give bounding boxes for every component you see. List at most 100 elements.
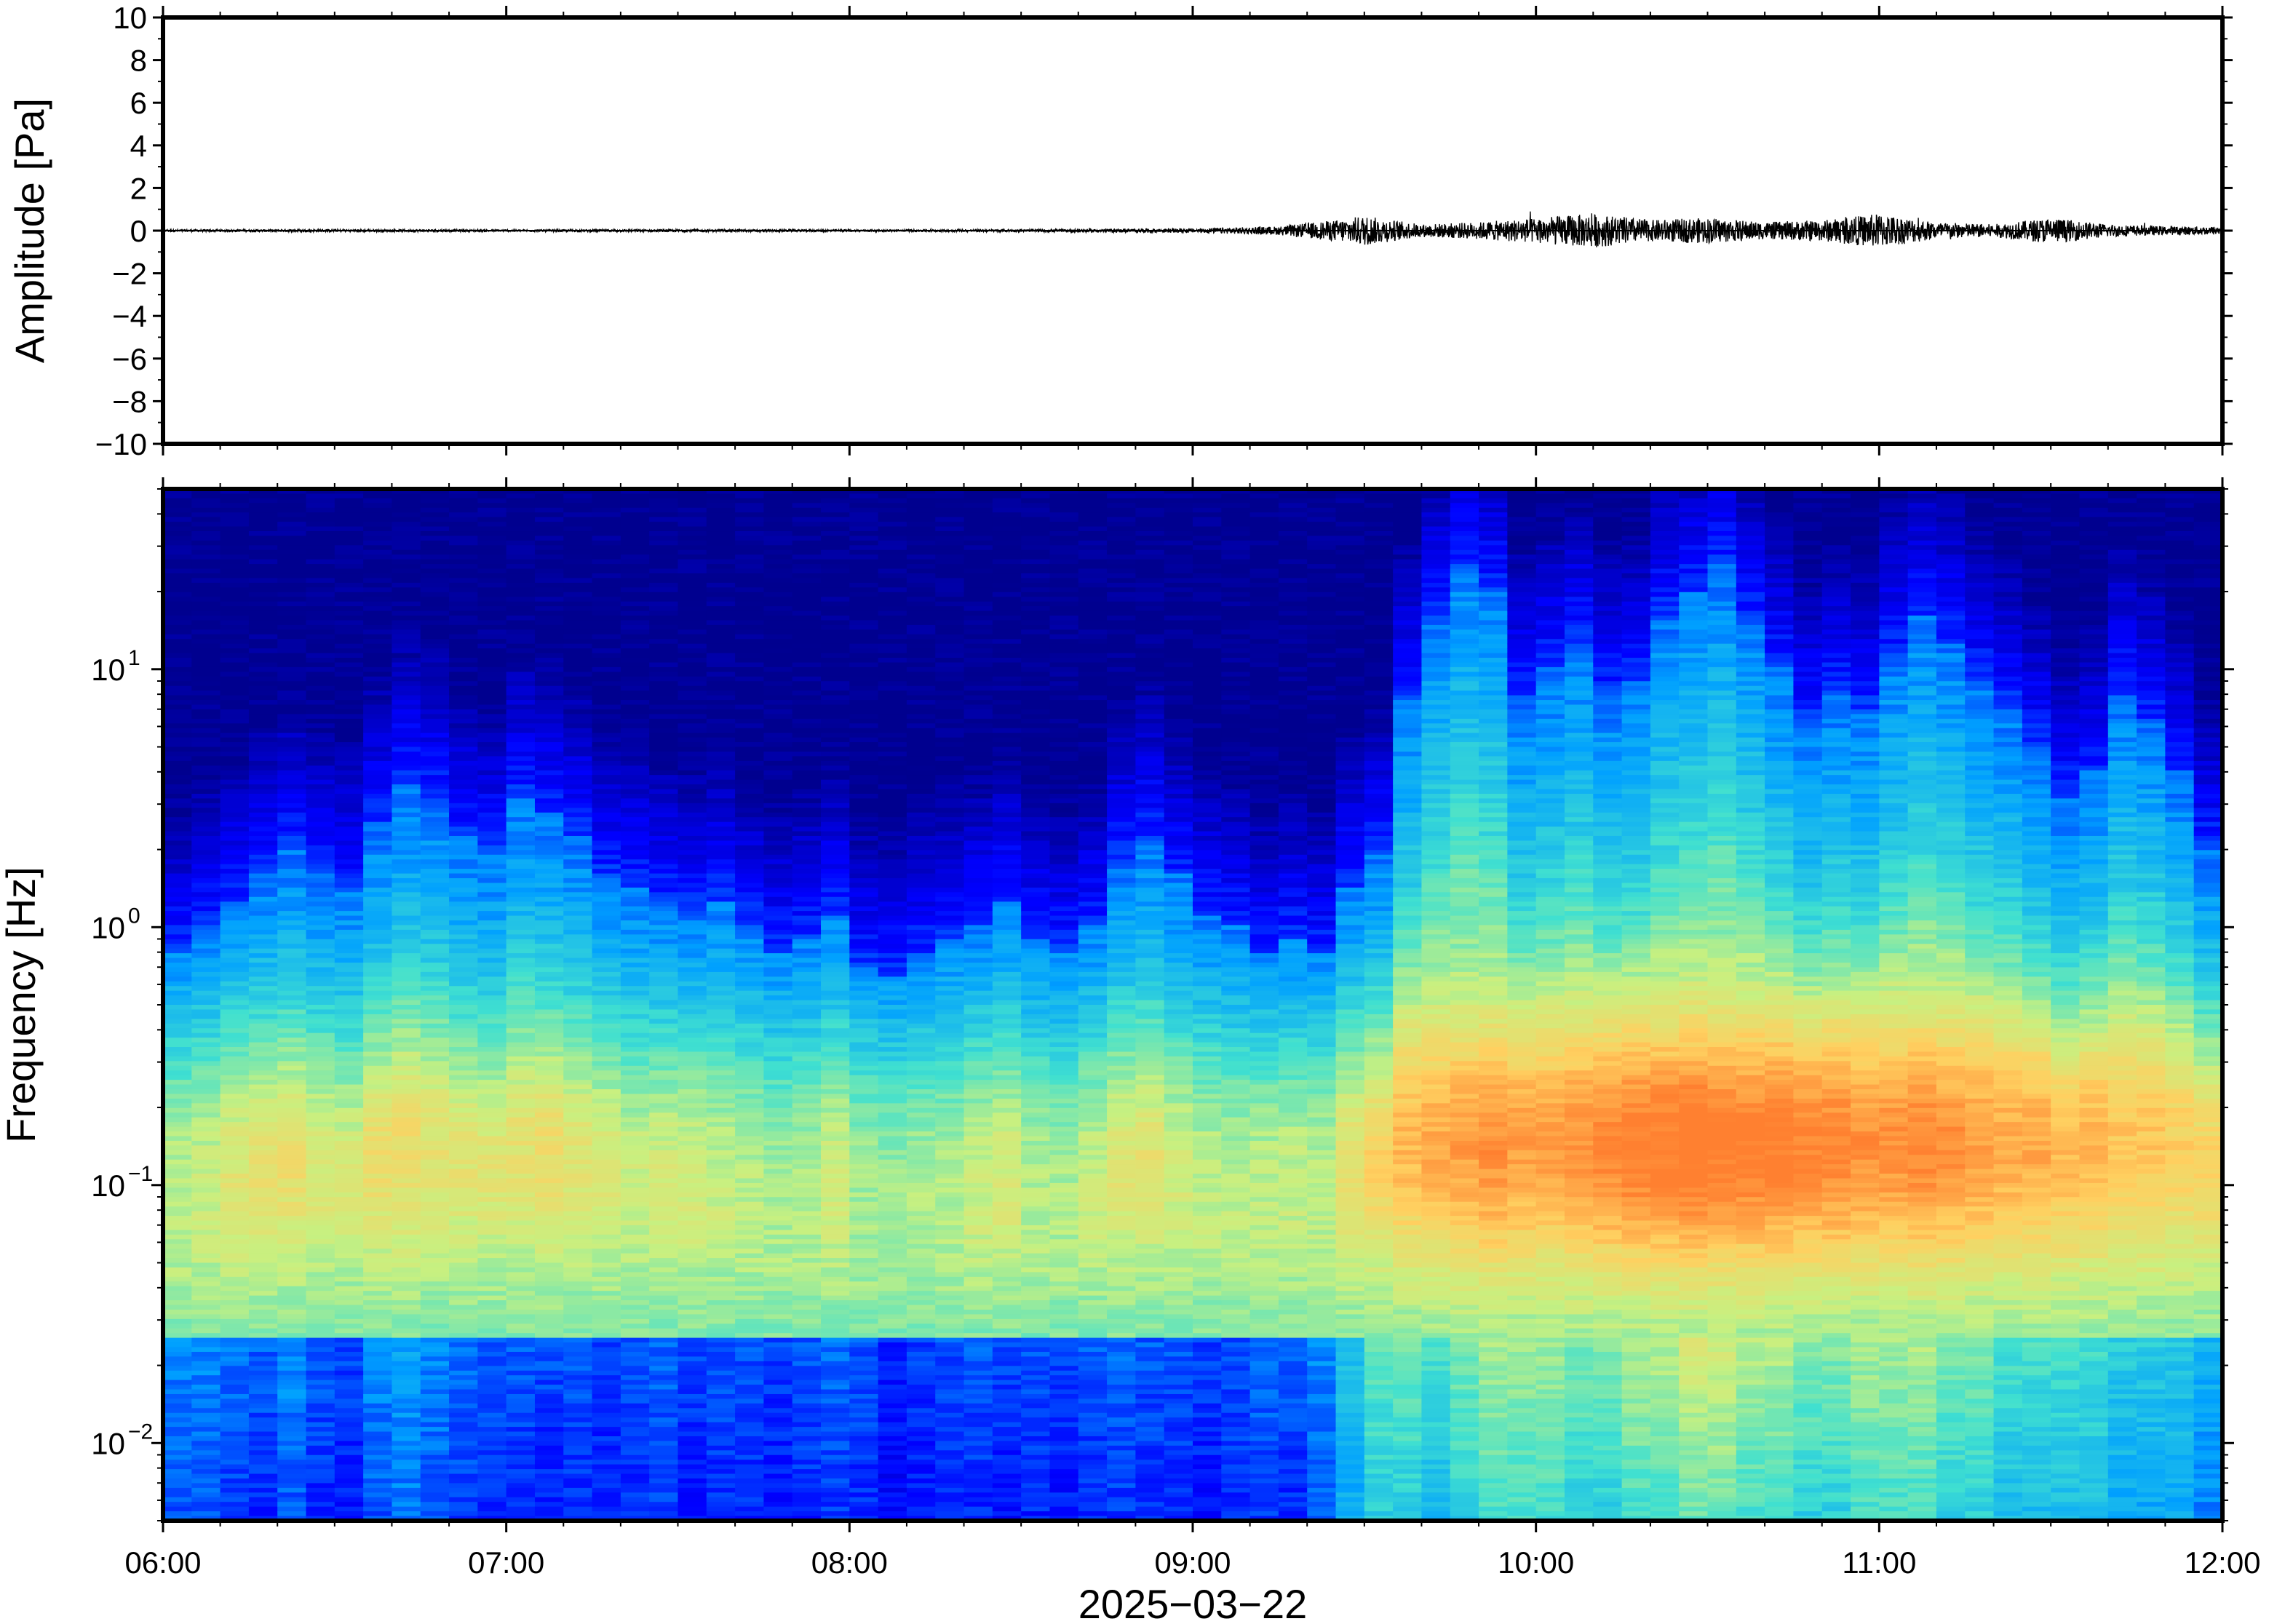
spectrogram-cell <box>506 507 536 513</box>
spectrogram-cell <box>392 1206 421 1212</box>
spectrogram-cell <box>592 1112 621 1118</box>
spectrogram-cell <box>163 990 192 996</box>
spectrogram-cell <box>392 817 421 823</box>
spectrogram-cell <box>534 597 564 602</box>
spectrogram-cell <box>277 765 307 771</box>
spectrogram-cell <box>277 906 307 912</box>
spectrogram-cell <box>334 1342 364 1348</box>
spectrogram-cell <box>363 873 393 879</box>
spectrogram-cell <box>392 1243 421 1249</box>
spectrogram-cell <box>706 1061 736 1067</box>
spectrogram-cell <box>735 1375 765 1381</box>
spectrogram-cell <box>449 995 478 1001</box>
spectrogram-cell <box>392 1140 421 1146</box>
spectrogram-cell <box>334 934 364 940</box>
spectrogram-cell <box>563 1051 593 1057</box>
spectrogram-cell <box>649 601 679 607</box>
spectrogram-cell <box>563 1454 593 1460</box>
spectrogram-cell <box>649 1286 679 1291</box>
spectrogram-cell <box>191 1140 221 1146</box>
spectrogram-cell <box>163 1324 192 1329</box>
spectrogram-cell <box>392 1084 421 1090</box>
spectrogram-cell <box>763 658 793 664</box>
spectrogram-cell <box>449 976 478 982</box>
spectrogram-cell <box>163 1403 192 1409</box>
spectrogram-cell <box>277 798 307 804</box>
spectrogram-cell <box>191 1309 221 1315</box>
spectrogram-cell <box>763 1337 793 1343</box>
spectrogram-cell <box>506 981 536 987</box>
spectrogram-cell <box>306 1450 335 1456</box>
spectrogram-cell <box>534 869 564 875</box>
spectrogram-cell <box>506 986 536 992</box>
spectrogram-cell <box>592 587 621 593</box>
spectrogram-cell <box>592 1070 621 1076</box>
spectrogram-cell <box>735 990 765 996</box>
spectrogram-cell <box>534 1042 564 1048</box>
spectrogram-cell <box>334 1019 364 1024</box>
spectrogram-cell <box>735 1431 765 1437</box>
spectrogram-cell <box>420 835 450 842</box>
spectrogram-cell <box>506 1464 536 1470</box>
spectrogram-cell <box>735 1281 765 1287</box>
spectrogram-cell <box>277 1267 307 1273</box>
spectrogram-cell <box>763 793 793 799</box>
spectrogram-cell <box>163 1182 192 1188</box>
spectrogram-cell <box>477 1038 507 1043</box>
spectrogram-cell <box>334 775 364 781</box>
spectrogram-cell <box>248 784 278 790</box>
spectrogram-cell <box>649 760 679 766</box>
spectrogram-cell <box>506 1159 536 1165</box>
spectrogram-cell <box>277 1351 307 1358</box>
spectrogram-cell <box>592 1258 621 1264</box>
spectrogram-cell <box>334 953 364 959</box>
spectrogram-cell <box>677 1112 707 1118</box>
spectrogram-cell <box>534 1023 564 1029</box>
spectrogram-cell <box>735 1038 765 1043</box>
spectrogram-cell <box>506 953 536 959</box>
spectrogram-cell <box>677 559 707 565</box>
spectrogram-cell <box>163 1351 192 1358</box>
spectrogram-cell <box>506 1201 536 1207</box>
spectrogram-cell <box>763 817 793 823</box>
spectrogram-cell <box>592 901 621 907</box>
spectrogram-cell <box>534 1094 564 1099</box>
spectrogram-cell <box>449 709 478 715</box>
spectrogram-cell <box>620 573 650 579</box>
spectrogram-cell <box>735 1122 765 1128</box>
spectrogram-cell <box>649 1342 679 1348</box>
spectrogram-cell <box>534 1061 564 1067</box>
spectrogram-cell <box>306 911 335 917</box>
spectrogram-cell <box>763 906 793 912</box>
spectrogram-cell <box>763 840 793 846</box>
spectrogram-cell <box>363 1356 393 1362</box>
spectrogram-cell <box>763 812 793 818</box>
spectrogram-cell <box>392 793 421 799</box>
spectrogram-cell <box>477 1112 507 1118</box>
spectrogram-cell <box>620 1174 650 1179</box>
spectrogram-cell <box>592 597 621 602</box>
spectrogram-cell <box>449 939 478 944</box>
spectrogram-cell <box>534 1281 564 1287</box>
spectrogram-cell <box>620 845 650 851</box>
spectrogram-cell <box>191 1393 221 1400</box>
spectrogram-cell <box>220 877 250 884</box>
spectrogram-cell <box>449 1300 478 1306</box>
spectrogram-cell <box>277 601 307 607</box>
spectrogram-cell <box>449 517 478 522</box>
spectrogram-cell <box>477 958 507 963</box>
spectrogram-cell <box>592 760 621 766</box>
spectrogram-cell <box>334 877 364 884</box>
spectrogram-cell <box>763 714 793 720</box>
spectrogram-cell <box>363 1094 393 1099</box>
spectrogram-cell <box>248 1351 278 1358</box>
spectrogram-cell <box>763 1131 793 1137</box>
spectrogram-cell <box>277 934 307 940</box>
spectrogram-cell <box>706 1347 736 1353</box>
spectrogram-cell <box>477 873 507 879</box>
spectrogram-cell <box>706 1051 736 1057</box>
spectrogram-cell <box>420 1389 450 1395</box>
spectrogram-cell <box>506 559 536 565</box>
spectrogram-cell <box>334 1431 364 1437</box>
spectrogram-cell <box>620 606 650 612</box>
